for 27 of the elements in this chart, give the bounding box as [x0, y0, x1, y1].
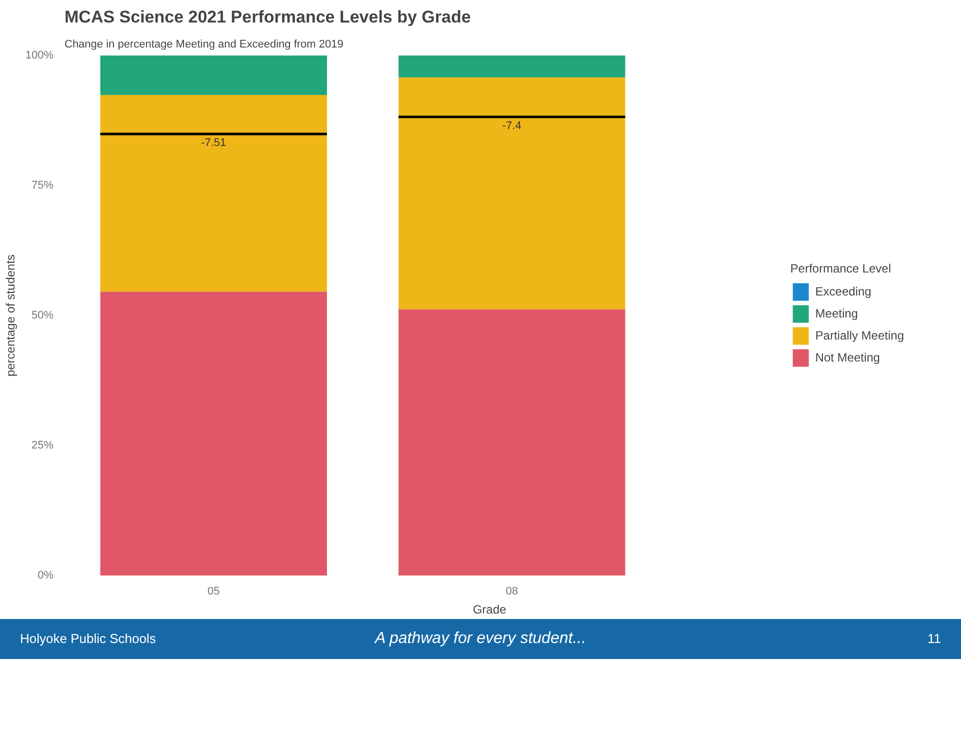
legend-label: Meeting	[815, 306, 858, 322]
text: 11	[926, 630, 941, 648]
bar	[398, 56, 626, 78]
legend-label: Exceeding	[815, 284, 872, 300]
bar	[100, 292, 327, 576]
y-tick-label: 100%	[25, 50, 54, 62]
y-tick-label: 75%	[31, 180, 54, 192]
y-tick-label: 0%	[38, 570, 54, 582]
annotation: -7.4	[502, 120, 522, 132]
text: Holyoke Public Schools	[20, 630, 157, 648]
bar	[398, 77, 626, 310]
chart-title: MCAS Science 2021 Performance Levels by Grade	[64, 8, 471, 26]
bar	[398, 309, 626, 576]
bar	[100, 56, 327, 96]
legend-label: Partially Meeting	[815, 328, 904, 344]
x-axis-title: Grade	[472, 602, 506, 616]
chart-subtitle: Change in percentage Meeting and Exceeding from 2019	[64, 38, 344, 50]
y-tick-label: 25%	[31, 440, 54, 452]
annotation: -7.51	[201, 137, 226, 150]
legend-label: Not Meeting	[815, 350, 880, 366]
legend-title: Performance Level	[790, 262, 892, 276]
x-tick-label: 08	[506, 586, 518, 598]
y-tick-label: 50%	[31, 310, 54, 322]
x-tick-label: 05	[208, 586, 220, 598]
text: A pathway for every student...	[373, 628, 588, 649]
bar	[100, 95, 327, 292]
y-axis-title: percentage of students	[3, 254, 18, 377]
